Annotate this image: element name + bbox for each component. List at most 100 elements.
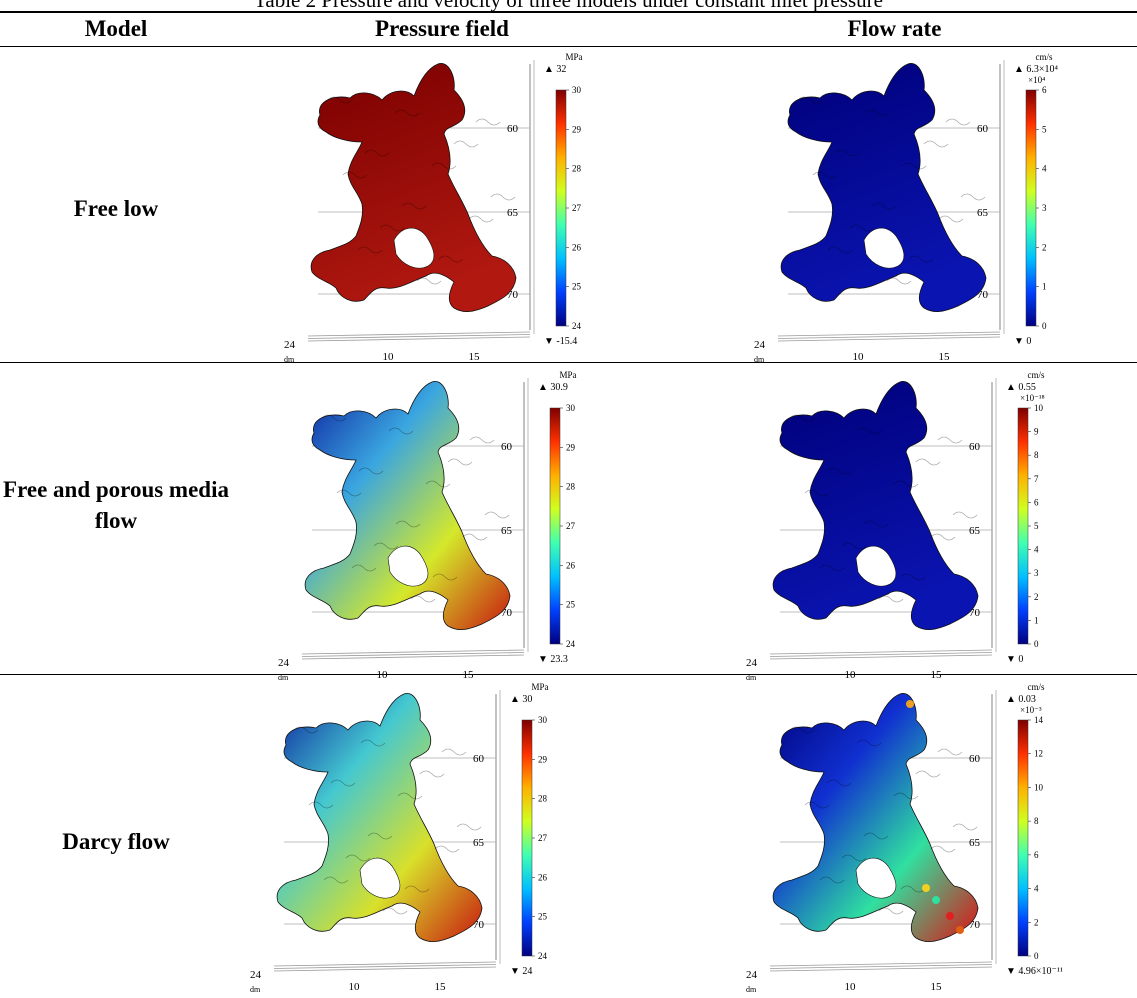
colorbar-tick-label: 3 (1042, 203, 1047, 213)
flow-domain-render (772, 380, 979, 630)
axis-frame: 60 65 70 10 15 24 dm (250, 690, 501, 994)
mesh-edge (462, 533, 488, 541)
axis-unit-label: dm (250, 985, 261, 994)
mesh-edge (937, 748, 963, 756)
axis-frame: 60 65 70 10 15 24 dm (746, 690, 997, 994)
pressure-figure: 60 65 70 10 15 24 dm 30 29 28 27 26 25 24 MPa ▲ 30.9 ▼ 2… (278, 370, 577, 682)
y-tick-label: 65 (969, 525, 981, 537)
mesh-edge (797, 96, 823, 104)
colorbar-tick-label: 29 (538, 754, 548, 764)
mesh-edge (826, 779, 852, 787)
colorbar-tick-label: 30 (538, 715, 548, 725)
flow-panel-darcy: 60 65 70 10 15 24 dm 14 12 10 8 6 4 2 0 cm/s ▲ 0.03 ×10⁻³… (740, 680, 1063, 994)
axis-unit-label: dm (754, 355, 765, 364)
mesh-edge (357, 246, 383, 254)
mesh-edge (364, 149, 390, 157)
pressure-domain-render (276, 692, 483, 942)
mesh-edge (419, 770, 445, 778)
y-tick-label: 60 (473, 753, 485, 765)
mesh-edge (952, 511, 978, 519)
corner-tick-label: 24 (250, 969, 262, 981)
pressure-domain-shape (310, 62, 517, 312)
mesh-edge (893, 792, 919, 800)
colorbar-gradient (1025, 89, 1037, 327)
flow-colorbar: 6 5 4 3 2 1 0 cm/s ▲ 6.3×10⁴×10⁴ ▼ 0 (1014, 52, 1059, 347)
flow-domain-void (863, 227, 905, 269)
mesh-edge (812, 171, 838, 179)
pressure-domain-render (310, 62, 517, 312)
colorbar-min-label: ▼ 4.96×10⁻¹¹ (1006, 966, 1063, 977)
mesh-edge (878, 595, 904, 603)
velocity-hotspot (922, 884, 930, 892)
x-tick-label: 15 (435, 981, 447, 993)
mesh-edge (915, 458, 941, 466)
mesh-edge (431, 162, 457, 170)
flow-domain-render (780, 62, 987, 312)
colorbar-max-label: ▲ 6.3×10⁴ (1014, 64, 1059, 75)
pressure-colorbar: 30 29 28 27 26 25 24 MPa ▲ 30.9 ▼ 23.3 (538, 370, 577, 665)
mesh-edge (952, 823, 978, 831)
x-tick-label: 10 (383, 351, 395, 363)
colorbar-min-label: ▼ 24 (510, 966, 532, 977)
mesh-edge (404, 885, 430, 893)
flow-panel-free: 60 65 70 10 15 24 dm 6 5 4 3 2 1 0 cm/s ▲ 6.3×10⁴ ×10⁴ ▼ … (748, 50, 1059, 364)
pressure-colorbar: 30 29 28 27 26 25 24 MPa ▲ 30 ▼ 24 (510, 682, 549, 977)
colorbar-max-label: ▲ 30.9 (538, 382, 568, 393)
flow-domain-render (772, 692, 979, 942)
colorbar-tick-label: 12 (1034, 749, 1043, 759)
colorbar-tick-label: 24 (538, 951, 548, 961)
colorbar-unit: cm/s (1028, 682, 1045, 692)
mesh-edge (871, 202, 897, 210)
mesh-edge (789, 414, 815, 422)
mesh-edge (401, 202, 427, 210)
colorbar-unit: MPa (565, 52, 582, 62)
table-caption: Table 2 Pressure and velocity of three m… (254, 0, 883, 12)
x-tick-label: 10 (845, 669, 857, 681)
colorbar-multiplier: ×10⁻³ (1020, 705, 1042, 715)
flow-domain-void (855, 857, 897, 899)
colorbar-tick-label: 30 (566, 403, 576, 413)
mesh-edge (351, 564, 377, 572)
mesh-edge (342, 171, 368, 179)
pressure-figure: 60 65 70 10 15 24 dm 30 29 28 27 26 25 24 MPa ▲ 32 ▼ -15… (284, 52, 583, 364)
y-tick-label: 70 (507, 289, 519, 301)
mesh-edge (441, 748, 467, 756)
axis-unit-label: dm (278, 673, 289, 682)
velocity-hotspot (906, 700, 914, 708)
mesh-edge (901, 162, 927, 170)
colorbar-tick-label: 0 (1034, 951, 1039, 961)
colorbar-tick-label: 4 (1042, 164, 1047, 174)
colorbar-tick-label: 0 (1042, 321, 1047, 331)
mesh-edge (330, 779, 356, 787)
colorbar-tick-label: 27 (572, 203, 582, 213)
pressure-panel-darcy: 60 65 70 10 15 24 dm 30 29 28 27 26 25 24 MPa ▲ 30 ▼ 24 (244, 680, 549, 994)
mesh-edge (468, 215, 494, 223)
colorbar-tick-label: 0 (1034, 639, 1039, 649)
velocity-hotspot (956, 926, 964, 934)
pressure-panel-free: 60 65 70 10 15 24 dm 30 29 28 27 26 25 24 MPa ▲ 32 ▼ -15… (278, 50, 583, 364)
mesh-edge (308, 801, 334, 809)
model-label-free-porous: Free and porous media flow (3, 477, 229, 533)
mesh-edge (856, 427, 882, 435)
axis-unit-label: dm (746, 985, 757, 994)
corner-tick-label: 24 (284, 339, 296, 351)
colorbar-min-label: ▼ 0 (1006, 654, 1023, 665)
colorbar-tick-label: 26 (538, 872, 548, 882)
mesh-edge (863, 832, 889, 840)
top-rule (0, 11, 1137, 13)
pressure-panel-free-porous: 60 65 70 10 15 24 dm 30 29 28 27 26 25 24 MPa ▲ 30.9 ▼ 2… (272, 368, 577, 682)
y-tick-label: 60 (969, 753, 981, 765)
colorbar-unit: MPa (531, 682, 548, 692)
flow-colorbar: 14 12 10 8 6 4 2 0 cm/s ▲ 0.03×10⁻³ ▼ 4.96×10⁻¹¹ (1006, 682, 1063, 977)
mesh-edge (360, 739, 386, 747)
colorbar-tick-label: 27 (566, 521, 576, 531)
colorbar-tick-label: 24 (572, 321, 582, 331)
mesh-edge (425, 480, 451, 488)
mesh-edge (379, 224, 405, 232)
flow-figure: 60 65 70 10 15 24 dm 14 12 10 8 6 4 2 0 cm/s ▲ 0.03×10⁻³… (746, 682, 1063, 994)
velocity-hotspot (946, 912, 954, 920)
x-tick-label: 15 (939, 351, 951, 363)
colorbar-tick-label: 3 (1034, 568, 1039, 578)
pressure-domain-void (393, 227, 435, 269)
